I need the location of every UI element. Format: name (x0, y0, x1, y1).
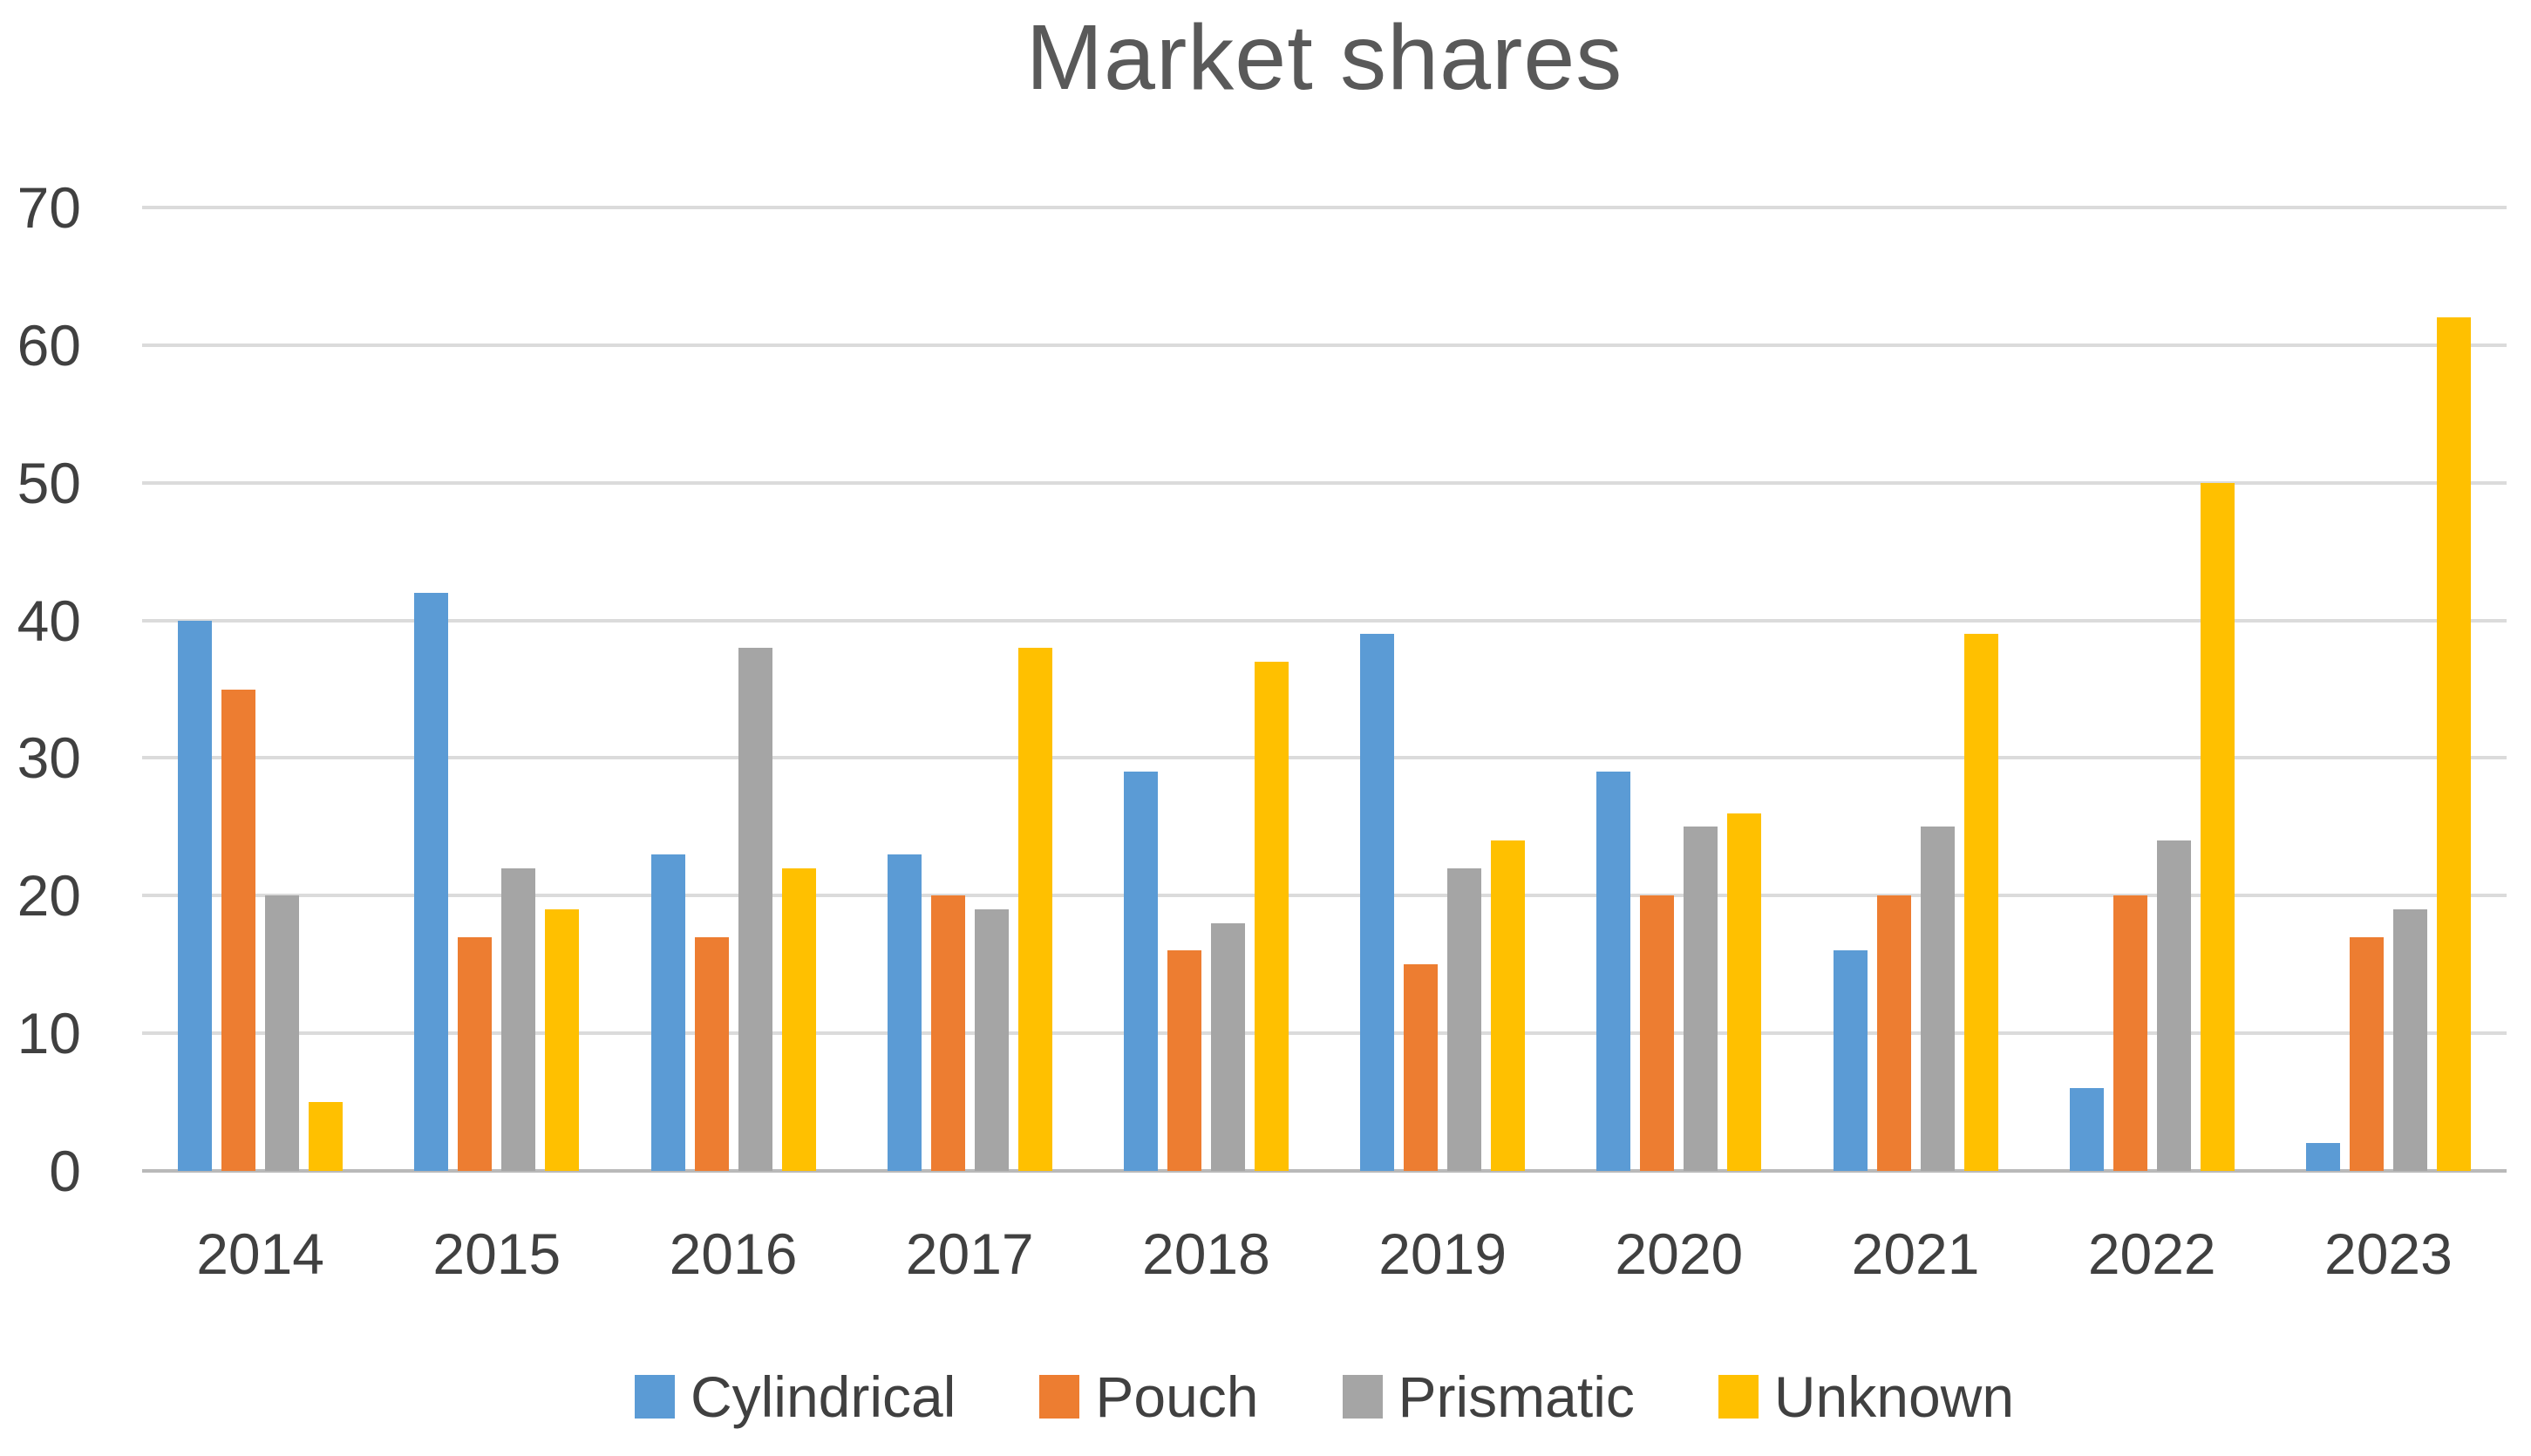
legend-swatch-prismatic (1342, 1375, 1383, 1419)
bar-cylindrical-2020 (1596, 772, 1631, 1171)
bar-unknown-2019 (1491, 840, 1526, 1171)
bar-group-2019 (1324, 208, 1561, 1171)
gridline-20 (142, 894, 2507, 898)
bar-group-2018 (1088, 208, 1324, 1171)
legend-item-cylindrical: Cylindrical (634, 1364, 956, 1429)
bar-cylindrical-2018 (1123, 772, 1158, 1171)
bar-pouch-2022 (2113, 895, 2147, 1171)
bar-prismatic-2021 (1920, 827, 1955, 1171)
x-tick-label-2021: 2021 (1851, 1221, 1980, 1286)
gridline-60 (142, 343, 2507, 347)
x-tick-label-2020: 2020 (1615, 1221, 1744, 1286)
bar-pouch-2017 (930, 895, 965, 1171)
bar-prismatic-2016 (738, 648, 772, 1171)
bar-unknown-2017 (1017, 648, 1052, 1171)
bar-prismatic-2015 (501, 867, 536, 1171)
y-tick-label-60: 60 (17, 312, 81, 378)
bar-pouch-2018 (1167, 950, 1201, 1171)
bar-unknown-2015 (545, 909, 580, 1171)
x-axis-line (142, 1169, 2507, 1173)
bar-pouch-2015 (458, 936, 493, 1171)
bar-cylindrical-2016 (650, 854, 685, 1171)
chart-title: Market shares (1025, 6, 1623, 109)
bar-unknown-2023 (2436, 317, 2471, 1171)
gridline-50 (142, 480, 2507, 485)
plot-area (142, 206, 2507, 1173)
bar-unknown-2016 (781, 867, 816, 1171)
bar-cylindrical-2021 (1833, 950, 1868, 1171)
bar-unknown-2018 (1254, 661, 1289, 1171)
bar-prismatic-2017 (974, 909, 1009, 1171)
x-axis-tick-labels: 2014 2015 2016 2017 2018 2019 2020 2021 2022 2023 (142, 1222, 2507, 1285)
bar-prismatic-2023 (2392, 909, 2427, 1171)
legend-item-pouch: Pouch (1039, 1364, 1259, 1429)
bar-group-2022 (2034, 208, 2270, 1171)
legend-swatch-cylindrical (634, 1375, 675, 1419)
bar-groups (142, 208, 2507, 1171)
bar-pouch-2020 (1640, 895, 1675, 1171)
bar-cylindrical-2023 (2305, 1143, 2340, 1171)
legend-label-prismatic: Prismatic (1398, 1364, 1635, 1429)
x-tick-label-2017: 2017 (905, 1221, 1034, 1286)
bar-cylindrical-2015 (414, 593, 449, 1171)
bar-group-2021 (1797, 208, 2033, 1171)
bar-prismatic-2020 (1684, 827, 1718, 1171)
bar-pouch-2019 (1404, 964, 1439, 1171)
bar-group-2016 (615, 208, 851, 1171)
y-tick-label-40: 40 (17, 588, 81, 653)
legend-item-unknown: Unknown (1718, 1365, 2014, 1428)
x-tick-label-2023: 2023 (2324, 1221, 2453, 1286)
bar-cylindrical-2022 (2069, 1088, 2104, 1171)
legend-swatch-pouch (1039, 1375, 1080, 1419)
gridline-70 (142, 206, 2507, 209)
bar-group-2014 (142, 208, 378, 1171)
legend-label-pouch: Pouch (1095, 1364, 1259, 1429)
bar-unknown-2021 (1963, 634, 1998, 1171)
y-tick-label-70: 70 (17, 175, 81, 240)
y-tick-label-30: 30 (17, 725, 81, 791)
x-tick-label-2022: 2022 (2087, 1221, 2216, 1286)
legend-swatch-unknown (1718, 1375, 1759, 1419)
x-tick-label-2015: 2015 (432, 1221, 561, 1286)
bar-cylindrical-2014 (178, 620, 213, 1171)
x-tick-label-2018: 2018 (1142, 1221, 1270, 1286)
gridline-10 (142, 1031, 2507, 1036)
y-tick-label-50: 50 (17, 450, 81, 515)
bar-unknown-2014 (309, 1102, 344, 1171)
x-tick-label-2016: 2016 (669, 1221, 798, 1286)
legend-label-unknown: Unknown (1773, 1364, 2015, 1429)
y-axis-tick-labels: 0 10 20 30 40 50 60 70 (0, 179, 81, 1200)
bar-prismatic-2019 (1447, 867, 1482, 1171)
bar-cylindrical-2019 (1360, 634, 1395, 1171)
y-tick-label-20: 20 (17, 863, 81, 929)
bar-pouch-2016 (694, 936, 729, 1171)
gridline-40 (142, 618, 2507, 623)
y-tick-label-0: 0 (49, 1139, 81, 1203)
bar-prismatic-2018 (1210, 922, 1245, 1171)
bar-pouch-2023 (2349, 936, 2384, 1171)
y-tick-label-10: 10 (17, 1001, 81, 1066)
x-tick-label-2019: 2019 (1378, 1221, 1507, 1286)
bar-prismatic-2022 (2156, 840, 2191, 1171)
bar-unknown-2022 (2200, 482, 2235, 1171)
bar-unknown-2020 (1727, 813, 1762, 1171)
legend-label-cylindrical: Cylindrical (690, 1364, 956, 1429)
bar-prismatic-2014 (265, 895, 300, 1171)
gridline-30 (142, 756, 2507, 760)
bar-pouch-2021 (1876, 895, 1911, 1171)
bar-group-2023 (2270, 208, 2507, 1171)
bar-group-2020 (1561, 208, 1797, 1171)
legend: Cylindrical Pouch Prismatic Unknown (142, 1365, 2507, 1428)
x-tick-label-2014: 2014 (196, 1221, 325, 1286)
bar-pouch-2014 (221, 689, 256, 1171)
legend-item-prismatic: Prismatic (1342, 1364, 1635, 1429)
bar-group-2015 (378, 208, 615, 1171)
bar-cylindrical-2017 (887, 854, 922, 1171)
bar-group-2017 (852, 208, 1088, 1171)
